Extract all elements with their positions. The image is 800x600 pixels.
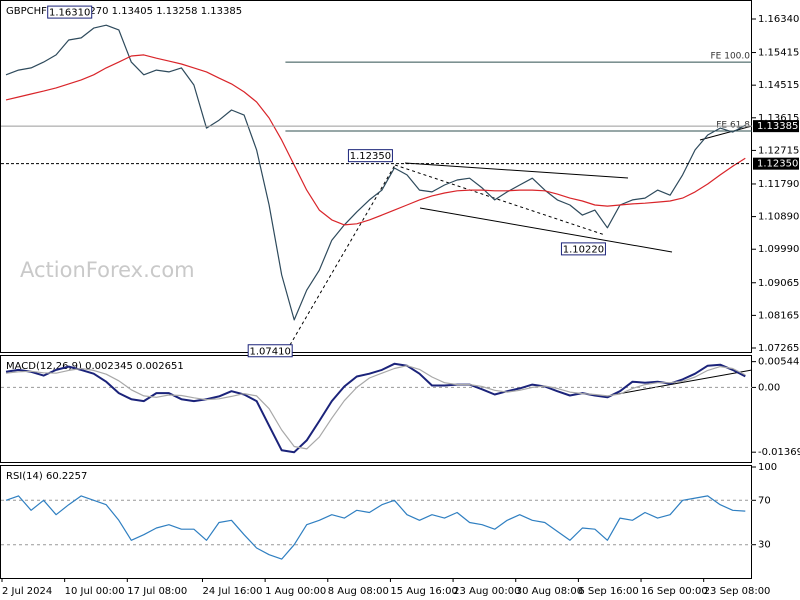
x-tick-label: 23 Aug 00:00 [453, 586, 520, 597]
indicator-line [5, 365, 746, 450]
fe-level-label: FE 61.8 [716, 121, 750, 131]
x-tick-label: 16 Sep 00:00 [641, 586, 708, 597]
channel-upper [404, 162, 629, 179]
annotation-box [560, 242, 606, 256]
rsi-panel-frame [0, 465, 752, 579]
y-tick-label: 100 [758, 462, 777, 473]
annotation-label: 1.10220 [563, 244, 604, 255]
fib-leg [394, 164, 606, 236]
fe-level-label: FE 100.0 [711, 52, 751, 62]
annotation-label: 1.07410 [250, 346, 291, 357]
annotation-box [47, 5, 93, 19]
indicator-line [5, 495, 746, 560]
y-tick-label: 0.00 [758, 382, 780, 393]
indicator-line [5, 362, 746, 454]
trendlines [289, 125, 753, 396]
fib-leg [289, 164, 396, 346]
x-tick-label: 8 Aug 08:00 [328, 586, 389, 597]
x-tick-label: 15 Aug 16:00 [390, 586, 457, 597]
panel-title: MACD(12,26,9) 0.002345 0.002651 [6, 361, 184, 372]
short-trendline [699, 125, 753, 141]
macd-trendline [611, 369, 753, 396]
macd-panel-frame [0, 355, 752, 463]
annotation-label: 1.12350 [350, 151, 391, 162]
x-tick-label: 23 Sep 08:00 [704, 586, 771, 597]
annotation-box [247, 344, 293, 358]
price-label-box [753, 157, 799, 170]
annotation-label: 1.16310 [49, 8, 90, 19]
price-label: 1.13385 [757, 121, 798, 132]
y-tick-label: 1.12715 [758, 145, 799, 156]
y-tick-label: 1.08165 [758, 310, 799, 321]
y-tick-label: 0.005449 [758, 357, 800, 368]
panel-title: GBPCHF,H4 1.13270 1.13405 1.13258 1.1338… [6, 6, 242, 17]
x-tick-label: 2 Jul 2024 [2, 586, 52, 597]
price-label-box [753, 120, 799, 133]
y-tick-label: 30 [758, 540, 771, 551]
channel-lower [419, 207, 673, 253]
panel-title: RSI(14) 60.2257 [6, 471, 87, 482]
y-tick-label: -0.013694 [758, 447, 800, 458]
indicator-line [5, 54, 746, 226]
x-tick-label: 10 Jul 00:00 [65, 586, 125, 597]
y-tick-label: 70 [758, 495, 771, 506]
y-tick-label: 1.11790 [758, 179, 799, 190]
x-tick-label: 17 Jul 08:00 [127, 586, 187, 597]
y-tick-label: 1.15415 [758, 48, 799, 59]
y-tick-label: 1.10890 [758, 212, 799, 223]
watermark: ActionForex.com [20, 258, 195, 282]
x-tick-label: 30 Aug 08:00 [516, 586, 583, 597]
y-tick-label: 1.14515 [758, 80, 799, 91]
annotation-box [347, 149, 393, 163]
y-tick-label: 1.09065 [758, 278, 799, 289]
x-tick-label: 24 Jul 16:00 [202, 586, 262, 597]
y-tick-label: 1.13615 [758, 113, 799, 124]
y-tick-label: 1.16340 [758, 14, 799, 25]
x-tick-label: 6 Sep 16:00 [578, 586, 638, 597]
y-tick-label: 1.09990 [758, 244, 799, 255]
x-tick-label: 1 Aug 00:00 [265, 586, 326, 597]
main-panel-frame [0, 0, 752, 353]
price-label: 1.12350 [757, 159, 798, 170]
y-tick-label: 1.07265 [758, 343, 799, 354]
